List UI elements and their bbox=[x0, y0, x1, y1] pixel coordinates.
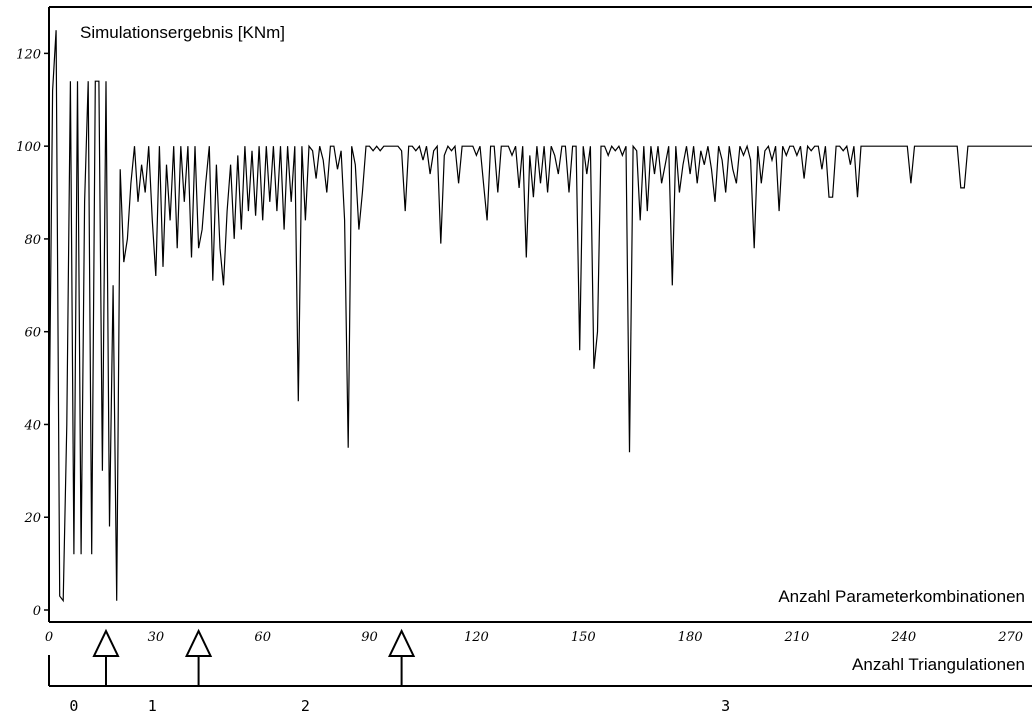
x-tick-label: 180 bbox=[678, 630, 703, 645]
segment-labels: 0 1 2 3 bbox=[69, 697, 730, 713]
x-tick-label: 60 bbox=[254, 630, 271, 645]
x-tick-label: 270 bbox=[997, 630, 1023, 645]
series-line bbox=[48, 30, 1032, 603]
triangulation-marker-arrow bbox=[388, 628, 416, 657]
triangulation-marker-arrow bbox=[184, 628, 213, 657]
x-axis-label: Anzahl Parameterkombinationen bbox=[778, 587, 1025, 606]
x-axis-ticks: 0 30 60 90 120 150 180 210 240 270 bbox=[45, 630, 1023, 645]
x-tick-label: 30 bbox=[148, 630, 165, 645]
y-tick-label: 60 bbox=[24, 326, 41, 341]
y-tick-label: 0 bbox=[33, 604, 41, 619]
x-tick-label: 150 bbox=[571, 630, 596, 645]
marker-axis-label: Anzahl Triangulationen bbox=[852, 655, 1025, 674]
segment-label: 2 bbox=[301, 697, 310, 713]
triangulation-marker-arrow bbox=[92, 628, 120, 657]
y-tick-label: 20 bbox=[23, 511, 41, 526]
x-tick-label: 210 bbox=[784, 630, 810, 645]
segment-label: 3 bbox=[721, 697, 730, 713]
y-tick-label: 120 bbox=[16, 47, 41, 62]
segment-label: 1 bbox=[148, 697, 157, 713]
x-tick-label: 90 bbox=[361, 630, 378, 645]
chart-title: Simulationsergebnis [KNm] bbox=[80, 23, 285, 42]
triangulation-markers bbox=[92, 628, 416, 686]
y-axis-ticks: 0 20 40 60 80 100 120 bbox=[16, 47, 49, 619]
x-tick-label: 0 bbox=[45, 630, 53, 645]
x-tick-label: 120 bbox=[464, 630, 489, 645]
y-tick-label: 100 bbox=[16, 140, 41, 155]
y-tick-label: 80 bbox=[24, 233, 41, 248]
y-tick-label: 40 bbox=[23, 418, 41, 433]
x-tick-label: 240 bbox=[890, 630, 916, 645]
segment-label: 0 bbox=[69, 697, 78, 713]
